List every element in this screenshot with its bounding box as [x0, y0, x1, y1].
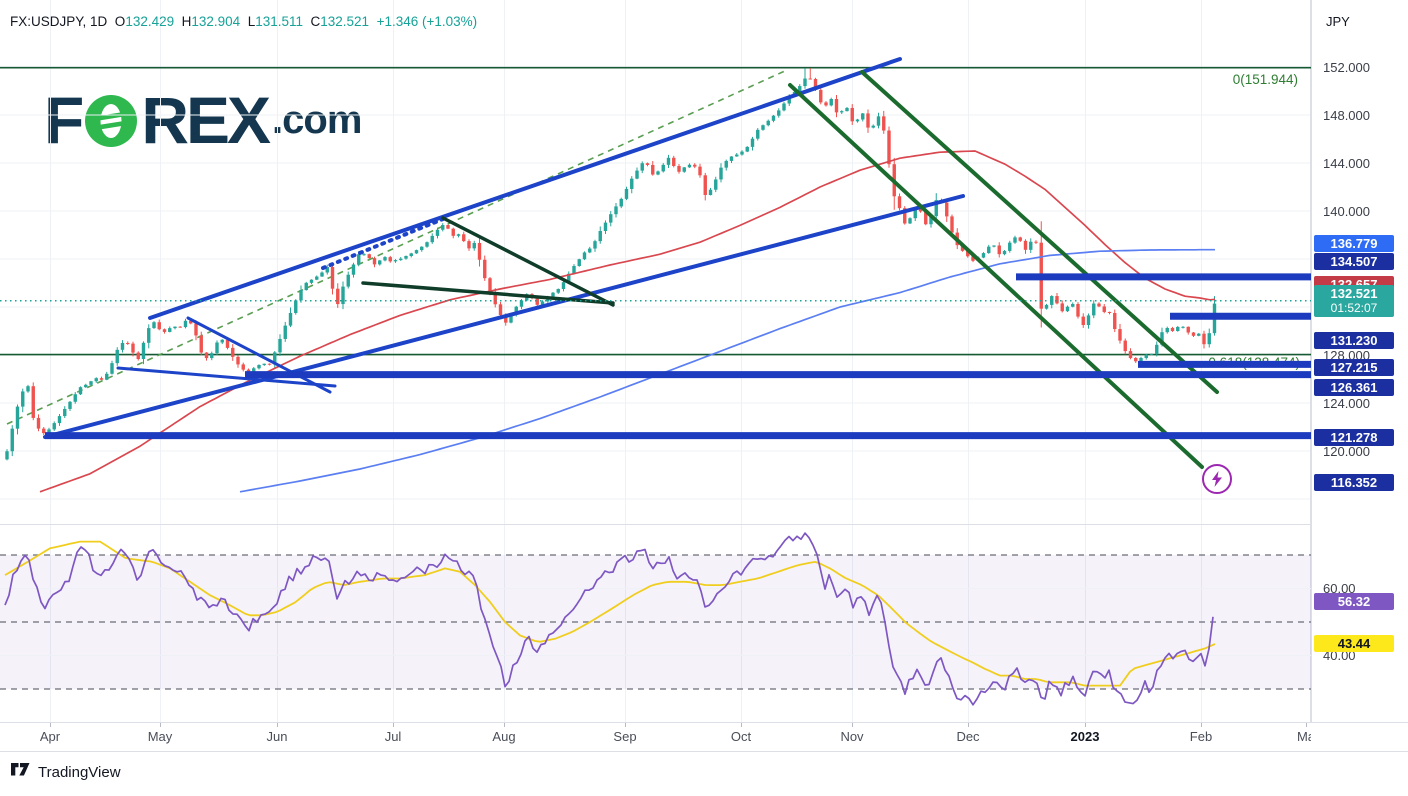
watermark-rex: REX [141, 83, 271, 157]
time-axis[interactable]: Apr May Jun Jul Aug Sep Oct Nov Dec 2023 Feb Ma [0, 722, 1408, 752]
tradingview-attribution[interactable]: TradingView [10, 762, 121, 782]
ohlc-label: C [310, 14, 321, 29]
lightning-icon[interactable] [1202, 464, 1232, 494]
price-tick-label: 140.000 [1323, 204, 1370, 219]
price-tick-label: 124.000 [1323, 396, 1370, 411]
time-axis-label: Sep [613, 729, 637, 744]
ohlc-value: 132.429 [125, 14, 182, 29]
price-badge-level: 116.352 [1314, 474, 1394, 491]
price-badge-level: 126.361 [1314, 379, 1394, 396]
time-axis-label: May [147, 729, 173, 744]
price-badge-ma-blue-value: 136.779 [1314, 235, 1394, 252]
time-axis-label: Apr [39, 729, 61, 744]
time-axis-label: Jun [266, 729, 288, 744]
price-badge-level: 134.507 [1314, 253, 1394, 270]
forex-o-icon [83, 92, 139, 148]
chart-canvas[interactable]: 0(151.944)0.618(128.474) [0, 0, 1311, 750]
price-badge-level: 127.215 [1314, 359, 1394, 376]
rsi-value-badge: 56.32 [1314, 593, 1394, 610]
svg-text:0(151.944): 0(151.944) [1233, 72, 1298, 87]
time-axis-tick [1201, 723, 1202, 727]
time-axis-label: Oct [730, 729, 752, 744]
forex-watermark: F REX .com [44, 83, 362, 157]
watermark-com: .com [272, 97, 362, 142]
time-axis-label: Aug [492, 729, 516, 744]
time-axis-tick [852, 723, 853, 727]
tradingview-logo-text: TradingView [38, 763, 121, 781]
ohlc-label: O [114, 14, 126, 29]
rsi-tick-label: 60.00 [1323, 581, 1356, 596]
time-axis-label: Nov [840, 729, 864, 744]
time-axis-labels: Apr May Jun Jul Aug Sep Oct Nov Dec 2023 Feb Ma [0, 723, 1311, 751]
time-axis-tick [504, 723, 505, 727]
price-tick-label: 148.000 [1323, 108, 1370, 123]
ohlc-label: L [247, 14, 256, 29]
current-price-value: 132.521 [1330, 286, 1378, 301]
bar-countdown: 01:52:07 [1330, 301, 1378, 315]
price-tick-label: 120.000 [1323, 444, 1370, 459]
time-axis-label: Ma [1296, 729, 1311, 744]
time-axis-label: 2023 [1070, 729, 1100, 744]
price-badge-level: 121.278 [1314, 429, 1394, 446]
time-axis-label: Dec [956, 729, 980, 744]
ohlc-value: 132.904 [191, 14, 248, 29]
tradingview-logo-icon [10, 762, 31, 782]
time-axis-tick [741, 723, 742, 727]
price-tick-label: 152.000 [1323, 60, 1370, 75]
price-tick-label: 144.000 [1323, 156, 1370, 171]
time-axis-tick [1085, 723, 1086, 727]
time-axis-tick [50, 723, 51, 727]
current-price-badge: 132.521 01:52:07 [1314, 285, 1394, 317]
time-axis-tick [160, 723, 161, 727]
ohlc-value: 131.511 [255, 14, 311, 29]
ohlc-value: 132.521 [320, 14, 377, 29]
price-axis[interactable]: JPY 152.000 148.000 144.000 140.000 128.000 1… [1311, 0, 1408, 722]
time-axis-label: Jul [384, 729, 402, 744]
ohlc-label: H [181, 14, 192, 29]
time-axis-tick [968, 723, 969, 727]
price-badge-level: 131.230 [1314, 332, 1394, 349]
change-value: +1.346 (+1.03%) [376, 14, 478, 29]
time-axis-label: Feb [1189, 729, 1213, 744]
time-axis-tick [393, 723, 394, 727]
axis-currency-label: JPY [1326, 14, 1350, 29]
symbol-legend[interactable]: FX:USDJPY, 1D O132.429 H132.904 L131.511… [10, 14, 477, 29]
time-axis-tick [1306, 723, 1307, 727]
time-axis-tick [277, 723, 278, 727]
symbol-interval-title: FX:USDJPY, 1D [10, 14, 115, 29]
time-axis-tick [625, 723, 626, 727]
rsi-value-badge: 43.44 [1314, 635, 1394, 652]
